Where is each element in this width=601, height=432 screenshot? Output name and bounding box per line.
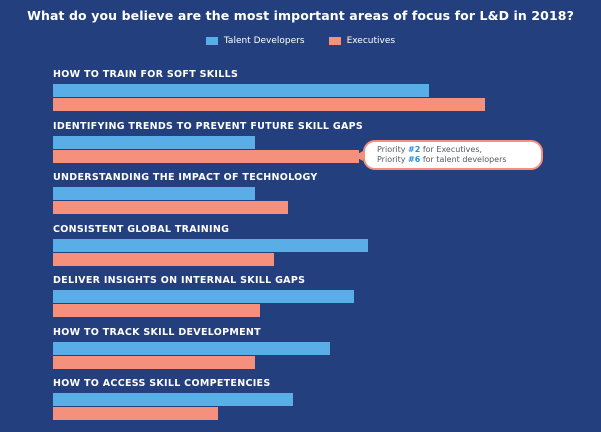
category-group: DELIVER INSIGHTS ON INTERNAL SKILL GAPS [53,273,593,317]
category-label: HOW TO ACCESS SKILL COMPETENCIES [53,378,271,389]
legend-label-executives: Executives [346,36,396,46]
bar-talent-developers [53,290,354,303]
category-label: HOW TO TRACK SKILL DEVELOPMENT [53,326,261,338]
legend-swatch-talent-developers [205,37,218,45]
annotation-line-2: Priority #6 for talent developers [377,155,507,164]
legend-item-executives: Executives [328,36,396,46]
legend-item-talent-developers: Talent Developers [205,36,305,46]
bar-talent-developers [53,84,429,97]
bar-talent-developers [53,238,368,252]
bar-executives [53,201,288,214]
category-group: UNDERSTANDING THE IMPACT OF TECHNOLOGY [53,170,593,214]
priority-annotation: Priority #2 for Executives, Priority #6 … [363,140,543,170]
legend-label-talent-developers: Talent Developers [223,36,305,46]
bar-talent-developers [53,135,256,149]
chart-title: What do you believe are the most importa… [27,8,574,23]
category-label: IDENTIFYING TRENDS TO PREVENT FUTURE SKI… [53,120,364,132]
bar-talent-developers [53,341,331,355]
bar-talent-developers [53,187,256,200]
category-group: IDENTIFYING TRENDS TO PREVENT FUTURE SKI… [53,119,593,163]
category-label: DELIVER INSIGHTS ON INTERNAL SKILL GAPS [53,275,306,286]
category-group: HOW TO ACCESS SKILL COMPETENCIES [53,376,593,420]
bar-executives [53,355,256,369]
annotation-pointer [354,151,363,161]
category-group: HOW TO TRAIN FOR SOFT SKILLS [53,67,593,111]
bar-executives [53,149,359,163]
category-label: UNDERSTANDING THE IMPACT OF TECHNOLOGY [53,172,318,183]
bar-talent-developers [53,393,293,406]
bar-executives [53,407,218,420]
category-label: CONSISTENT GLOBAL TRAINING [53,223,230,235]
legend-swatch-executives [328,37,341,45]
category-group: HOW TO TRACK SKILL DEVELOPMENT [53,325,593,369]
bar-executives [53,304,260,317]
bar-executives [53,98,486,111]
bar-executives [53,252,274,266]
annotation-line-1: Priority #2 for Executives, [377,145,483,154]
legend: Talent Developers Executives [0,36,601,46]
category-label: HOW TO TRAIN FOR SOFT SKILLS [53,69,239,80]
category-group: CONSISTENT GLOBAL TRAINING [53,222,593,266]
